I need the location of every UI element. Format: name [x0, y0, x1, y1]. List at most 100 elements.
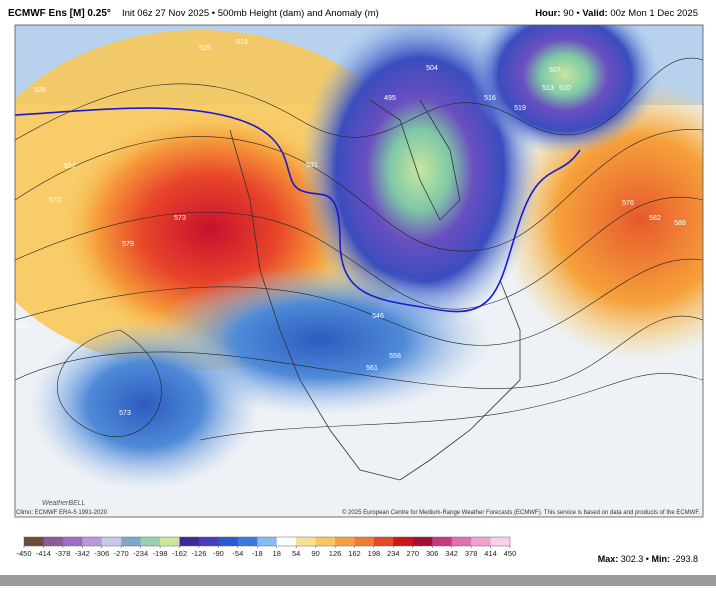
title: ECMWF Ens [M] 0.25°	[8, 8, 111, 19]
contour-label: 585	[16, 323, 28, 330]
subtitle: Init 06z 27 Nov 2025 • 500mb Height (dam…	[122, 8, 379, 19]
colorbar-segment	[335, 537, 355, 546]
min-label: Min:	[651, 554, 670, 564]
colorbar-label: 450	[504, 549, 517, 558]
min: -293.8	[672, 554, 698, 564]
separator: •	[646, 554, 649, 564]
contour-label: 552	[64, 163, 76, 170]
contour-label: 513	[542, 85, 554, 92]
colorbar-segment	[62, 537, 83, 546]
colorbar-label: -306	[94, 549, 109, 558]
colorbar-segment	[373, 537, 394, 546]
colorbar-segment	[296, 537, 316, 546]
colorbar-segment	[24, 537, 44, 546]
contour-label: 588	[674, 220, 686, 227]
colorbar-frame	[23, 536, 511, 547]
valid-time: Hour: 90 • Valid: 00z Mon 1 Dec 2025	[535, 8, 698, 19]
colorbar-segment	[218, 537, 239, 546]
climo: Climo: ECMWF ERA-5 1991-2020	[16, 510, 108, 516]
colorbar-label: -162	[172, 549, 187, 558]
colorbar-label: 126	[329, 549, 342, 558]
colorbar-label: 90	[311, 549, 319, 558]
colorbar-segment	[82, 537, 103, 546]
contour-label: 579	[122, 241, 134, 248]
contour-label: 546	[372, 313, 384, 320]
colorbar-label: -234	[133, 549, 148, 558]
contour-label: 585	[694, 375, 706, 382]
contour-label: 582	[649, 215, 661, 222]
anomaly-pacific	[30, 320, 260, 490]
map-frame	[14, 24, 704, 518]
colorbar-label: -342	[75, 549, 90, 558]
contour-label: 525	[199, 45, 211, 52]
colorbar-label: -90	[213, 549, 224, 558]
anomaly-negative-ne	[470, 25, 660, 155]
copyright: © 2025 European Centre for Medium-Range …	[342, 509, 700, 516]
contour-label: 507	[549, 67, 561, 74]
colorbar-segment	[140, 537, 161, 546]
map: 528 552 570 579 573 585 519 525 531 504 495 510 513 5…	[14, 24, 706, 518]
coastlines	[229, 99, 521, 481]
colorbar-segment	[354, 537, 375, 546]
colorbar-label: -270	[114, 549, 129, 558]
colorbar-label: -414	[36, 549, 51, 558]
colorbar-label: -126	[191, 549, 206, 558]
contour-label: 558	[389, 353, 401, 360]
colorbar-label: -450	[16, 549, 31, 558]
colorbar-segment	[121, 537, 141, 546]
logo: WeatherBELL	[42, 500, 86, 507]
contour-label: 519	[514, 105, 526, 112]
colorbar-segment	[43, 537, 64, 546]
colorbar: -450 -414 -378 -342 -306 -270 -234 -198 -162 -126…	[16, 536, 517, 558]
contour-label: 510	[559, 85, 571, 92]
separator: •	[576, 8, 579, 19]
valid-label: Valid:	[582, 8, 607, 19]
colorbar-segment	[393, 537, 414, 546]
max-label: Max:	[598, 554, 619, 564]
bottom-bar	[0, 575, 716, 586]
contour-552	[15, 107, 581, 313]
colorbar-label: 270	[407, 549, 420, 558]
colorbar-segment	[237, 537, 258, 546]
colorbar-label: 306	[426, 549, 439, 558]
contour-label: 516	[484, 95, 496, 102]
colorbar-label: -18	[252, 549, 263, 558]
valid: 00z Mon 1 Dec 2025	[610, 8, 698, 19]
contour-label: 576	[622, 200, 634, 207]
contour-label: 573	[174, 215, 186, 222]
colorbar-label: 162	[348, 549, 361, 558]
colorbar-segment	[471, 537, 491, 546]
hour-label: Hour:	[535, 8, 560, 19]
contours	[15, 57, 703, 441]
colorbar-segment	[276, 537, 297, 546]
contour-label: 561	[366, 365, 378, 372]
colorbar-label: 18	[273, 549, 281, 558]
colorbar-segment	[179, 537, 200, 546]
colorbar-label: -378	[55, 549, 70, 558]
colorbar-segment	[160, 537, 180, 546]
contour-label: 570	[49, 197, 61, 204]
colorbar-label: -54	[232, 549, 243, 558]
colorbar-segment	[257, 537, 278, 546]
colorbar-segment	[198, 537, 219, 546]
colorbar-label: 414	[484, 549, 497, 558]
colorbar-label: -198	[153, 549, 168, 558]
colorbar-label: 378	[465, 549, 478, 558]
colorbar-segment	[451, 537, 472, 546]
max-min: Max: 302.3 • Min: -293.8	[598, 554, 698, 564]
contour-label: 573	[119, 410, 131, 417]
contour-label: 519	[236, 39, 248, 46]
contour-label: 528	[34, 87, 46, 94]
max: 302.3	[621, 554, 644, 564]
contour-label: 531	[306, 162, 318, 169]
colorbar-segment	[432, 537, 452, 546]
colorbar-segment	[101, 537, 122, 546]
colorbar-label: 198	[368, 549, 381, 558]
contour-label: 495	[384, 95, 396, 102]
colorbar-segment	[315, 537, 336, 546]
colorbar-segment	[490, 537, 511, 546]
colorbar-label: 342	[445, 549, 458, 558]
contour-labels: 528 552 570 579 573 585 519 525 531 504 495 510 513 5…	[16, 39, 706, 417]
hour: 90	[563, 8, 574, 19]
